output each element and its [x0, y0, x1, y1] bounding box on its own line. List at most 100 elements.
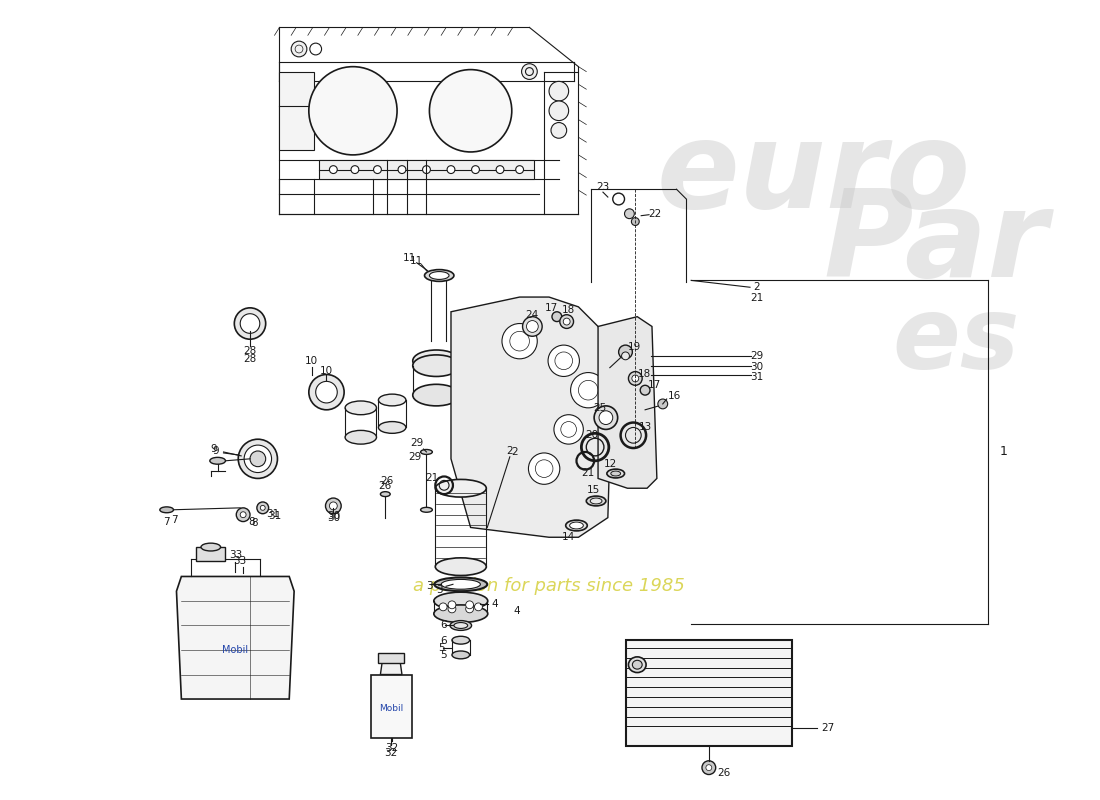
Ellipse shape	[452, 651, 470, 659]
Text: 7: 7	[172, 514, 178, 525]
Bar	[196, 547, 225, 561]
Text: 4: 4	[514, 606, 520, 616]
Circle shape	[234, 308, 266, 339]
Text: 28: 28	[243, 354, 256, 364]
Circle shape	[618, 345, 632, 359]
Ellipse shape	[591, 498, 602, 504]
Ellipse shape	[565, 520, 587, 531]
Circle shape	[658, 399, 668, 409]
Ellipse shape	[450, 621, 472, 630]
Circle shape	[528, 453, 560, 484]
Text: 7: 7	[164, 517, 170, 526]
Text: 3: 3	[436, 585, 442, 595]
Bar	[626, 640, 792, 746]
Text: 17: 17	[544, 303, 558, 313]
Text: 33: 33	[229, 550, 242, 560]
Circle shape	[465, 605, 473, 613]
Circle shape	[292, 41, 307, 57]
Text: 28: 28	[243, 346, 256, 356]
Circle shape	[257, 502, 268, 514]
Ellipse shape	[434, 578, 487, 591]
Text: 11: 11	[404, 253, 417, 263]
Bar	[319, 160, 535, 179]
Ellipse shape	[433, 592, 487, 610]
Text: 24: 24	[526, 310, 539, 320]
Circle shape	[374, 166, 382, 174]
Ellipse shape	[452, 636, 470, 644]
Text: 12: 12	[604, 458, 617, 469]
Circle shape	[398, 166, 406, 174]
Ellipse shape	[429, 271, 449, 279]
Text: 21: 21	[582, 467, 595, 478]
Ellipse shape	[412, 350, 460, 371]
Circle shape	[309, 66, 397, 155]
Circle shape	[640, 386, 650, 395]
Text: 2: 2	[512, 447, 518, 457]
Text: 23: 23	[596, 182, 609, 192]
Ellipse shape	[628, 657, 646, 673]
Ellipse shape	[378, 394, 406, 406]
Text: 31: 31	[266, 509, 279, 518]
Text: 10: 10	[305, 356, 318, 366]
Circle shape	[496, 166, 504, 174]
Circle shape	[240, 512, 246, 518]
Circle shape	[429, 70, 512, 152]
Bar	[279, 71, 313, 150]
Circle shape	[250, 451, 266, 466]
Ellipse shape	[607, 469, 625, 478]
Circle shape	[594, 406, 618, 430]
Circle shape	[240, 314, 260, 334]
Text: 9: 9	[210, 444, 217, 454]
Text: 5: 5	[440, 650, 447, 660]
Polygon shape	[371, 674, 411, 738]
Text: 32: 32	[385, 743, 399, 753]
Circle shape	[551, 122, 566, 138]
Text: 1: 1	[1000, 446, 1008, 458]
Text: 30: 30	[327, 510, 340, 521]
Circle shape	[706, 765, 712, 770]
Circle shape	[236, 508, 250, 522]
Text: 9: 9	[212, 446, 219, 456]
Text: 8: 8	[252, 518, 258, 527]
Ellipse shape	[412, 355, 460, 377]
Ellipse shape	[610, 471, 620, 476]
Bar	[378, 653, 404, 662]
Circle shape	[628, 371, 642, 386]
Ellipse shape	[425, 270, 454, 282]
Circle shape	[329, 502, 338, 510]
Circle shape	[439, 603, 447, 610]
Text: 2: 2	[754, 282, 760, 292]
Circle shape	[631, 375, 639, 382]
Text: 2: 2	[506, 446, 513, 456]
Text: 21: 21	[750, 293, 763, 303]
Ellipse shape	[345, 401, 376, 414]
Circle shape	[527, 321, 538, 332]
Ellipse shape	[378, 422, 406, 434]
Circle shape	[326, 498, 341, 514]
Ellipse shape	[454, 622, 467, 629]
Circle shape	[625, 209, 635, 218]
Text: 26: 26	[717, 767, 730, 778]
Text: 11: 11	[410, 256, 424, 266]
Text: Mobil: Mobil	[379, 704, 404, 714]
Ellipse shape	[433, 605, 487, 622]
Circle shape	[448, 601, 455, 609]
Text: 17: 17	[648, 380, 661, 390]
Circle shape	[631, 218, 639, 226]
Circle shape	[261, 506, 265, 510]
Circle shape	[516, 166, 524, 174]
Polygon shape	[451, 297, 613, 538]
Text: 32: 32	[385, 748, 398, 758]
Text: 22: 22	[648, 209, 661, 218]
Circle shape	[549, 101, 569, 121]
Ellipse shape	[420, 507, 432, 512]
Polygon shape	[598, 317, 657, 488]
Text: 8: 8	[249, 517, 255, 526]
Circle shape	[621, 352, 629, 360]
Ellipse shape	[381, 492, 390, 497]
Text: 6: 6	[440, 636, 447, 646]
Ellipse shape	[570, 522, 583, 529]
Text: 18: 18	[638, 369, 651, 378]
Text: 26: 26	[381, 476, 394, 486]
Ellipse shape	[632, 660, 642, 669]
